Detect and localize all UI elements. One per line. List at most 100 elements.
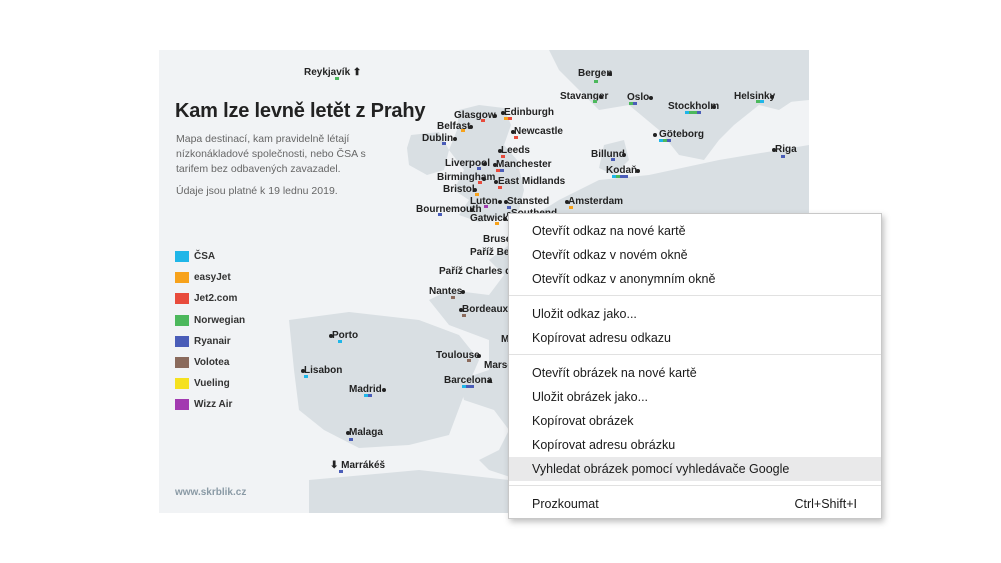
airline-bar (475, 193, 479, 196)
menu-item-label: Otevřít obrázek na nové kartě (532, 366, 697, 380)
city-label: Göteborg (659, 129, 704, 140)
menu-item-open-link-new-window[interactable]: Otevřít odkaz v novém okně (509, 243, 881, 267)
menu-item-copy-image-address[interactable]: Kopírovat adresu obrázku (509, 433, 881, 457)
source-link[interactable]: www.skrblik.cz (175, 487, 247, 498)
airline-bars (304, 375, 308, 378)
airline-bars (335, 77, 339, 80)
airline-bars (477, 167, 481, 170)
airline-bar (368, 394, 372, 397)
city-dot (493, 163, 497, 167)
menu-separator (509, 485, 881, 486)
airline-legend: ČSA easyJet Jet2.com Norwegian Ryanair V… (175, 246, 245, 416)
city-label: Dublin (422, 133, 454, 144)
city-label: Luton (470, 196, 498, 207)
airline-bars (339, 470, 343, 473)
city-dot (511, 130, 515, 134)
city-label: Helsinky (734, 91, 776, 102)
airline-bar (364, 394, 368, 397)
menu-separator (509, 295, 881, 296)
city-label: Bournemouth (416, 204, 482, 215)
airline-bar (508, 117, 512, 120)
city-label: Kodaň (606, 165, 638, 176)
menu-item-inspect[interactable]: Prozkoumat Ctrl+Shift+I (509, 492, 881, 516)
menu-item-save-link-as[interactable]: Uložit odkaz jako... (509, 302, 881, 326)
airline-bar (685, 111, 689, 114)
airline-bar (349, 438, 353, 441)
city-dot (461, 290, 465, 294)
city-dot (504, 200, 508, 204)
legend-label: Jet2.com (194, 293, 238, 305)
airline-bar (496, 169, 500, 172)
menu-item-open-link-new-tab[interactable]: Otevřít odkaz na nové kartě (509, 219, 881, 243)
menu-item-open-image-new-tab[interactable]: Otevřít obrázek na nové kartě (509, 361, 881, 385)
airline-bars (451, 296, 455, 299)
airline-bar (477, 167, 481, 170)
city-dot (498, 200, 502, 204)
airline-bar (611, 158, 615, 161)
legend-item: Vueling (175, 373, 245, 394)
city-label: Bristol (443, 184, 475, 195)
menu-item-label: Uložit obrázek jako... (532, 390, 649, 404)
city-label: Porto (332, 330, 359, 341)
city-dot (649, 96, 653, 100)
airline-bar (335, 77, 339, 80)
airline-bar (507, 206, 511, 209)
airline-bar (484, 205, 488, 208)
airline-bar (689, 111, 693, 114)
legend-item: Volotea (175, 352, 245, 373)
legend-item: easyJet (175, 267, 245, 288)
city-label: Paříž Beau (470, 247, 522, 258)
airline-bars (781, 155, 785, 158)
airline-bar (569, 206, 573, 209)
airline-bar (616, 175, 620, 178)
city-dot (772, 148, 776, 152)
menu-item-open-link-incognito[interactable]: Otevřít odkaz v anonymním okně (509, 267, 881, 291)
city-dot (599, 95, 603, 99)
city-label: Bruse (483, 234, 512, 245)
city-dot (477, 354, 481, 358)
airline-bar (667, 139, 671, 142)
menu-item-label: Kopírovat obrázek (532, 414, 634, 428)
city-dot (565, 200, 569, 204)
city-dot (382, 388, 386, 392)
airline-bars (685, 111, 701, 114)
airline-bar (756, 100, 760, 103)
menu-item-label: Prozkoumat (532, 497, 599, 511)
airline-bar (514, 136, 518, 139)
city-label: Malaga (349, 427, 383, 438)
city-dot (469, 125, 473, 129)
menu-item-save-image-as[interactable]: Uložit obrázek jako... (509, 385, 881, 409)
menu-item-shortcut: Ctrl+Shift+I (794, 497, 857, 511)
airline-bars (501, 155, 505, 158)
menu-item-label: Otevřít odkaz v anonymním okně (532, 272, 716, 286)
menu-item-label: Kopírovat adresu obrázku (532, 438, 676, 452)
menu-item-copy-image[interactable]: Kopírovat obrázek (509, 409, 881, 433)
airline-bars (481, 119, 485, 122)
city-dot (483, 162, 487, 166)
airline-bars (364, 394, 372, 397)
airline-bar (760, 100, 764, 103)
menu-item-copy-link-address[interactable]: Kopírovat adresu odkazu (509, 326, 881, 350)
city-label: Lisabon (304, 365, 343, 376)
airline-bar (338, 340, 342, 343)
airline-bar (495, 222, 499, 225)
city-label: Stavanger (560, 91, 609, 102)
city-label: Paříž Charles de G (439, 266, 528, 277)
airline-bars (475, 193, 479, 196)
airline-bar (697, 111, 701, 114)
airline-bars (629, 102, 637, 105)
menu-item-search-image-google[interactable]: Vyhledat obrázek pomocí vyhledávače Goog… (509, 457, 881, 481)
legend-label: Ryanair (194, 335, 231, 347)
city-label: Nantes (429, 286, 463, 297)
city-label: Glasgow (454, 110, 496, 121)
city-label: ⬇ Marrákéš (330, 460, 386, 471)
city-dot (501, 111, 505, 115)
airline-bar (594, 80, 598, 83)
airline-bars (504, 117, 512, 120)
airline-bar (504, 117, 508, 120)
city-dot (301, 369, 305, 373)
airline-bar (663, 139, 667, 142)
airline-bars (338, 340, 342, 343)
city-label: Madrid (349, 384, 382, 395)
airline-bars (507, 206, 511, 209)
